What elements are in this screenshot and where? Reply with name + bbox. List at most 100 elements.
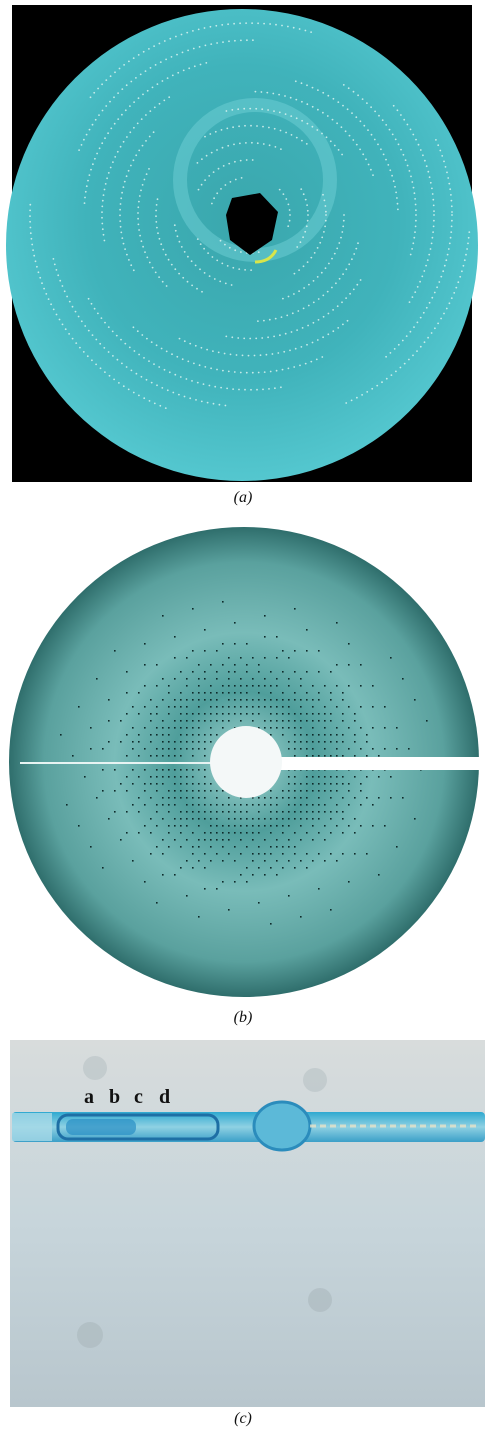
spot [383, 154, 385, 156]
spot [351, 258, 353, 260]
spot [237, 337, 239, 339]
spot [186, 895, 188, 897]
spot [246, 39, 248, 41]
spot [192, 804, 194, 806]
spot [425, 265, 427, 267]
spot [282, 720, 284, 722]
spot [249, 108, 251, 110]
spot [158, 276, 160, 278]
spot [298, 290, 300, 292]
spot [418, 144, 420, 146]
spot [266, 354, 268, 356]
spot [294, 741, 296, 743]
spot [413, 237, 415, 239]
spot [312, 790, 314, 792]
spot [330, 699, 332, 701]
spot [176, 54, 178, 56]
spot [168, 769, 170, 771]
spot [398, 344, 400, 346]
spot [252, 685, 254, 687]
spot [66, 296, 68, 298]
spot [306, 84, 308, 86]
spot [156, 811, 158, 813]
spot [270, 692, 272, 694]
spot [178, 273, 180, 275]
spot [138, 150, 140, 152]
spot [209, 275, 211, 277]
spot [234, 643, 236, 645]
spot [206, 349, 208, 351]
spot [294, 804, 296, 806]
spot [393, 105, 395, 107]
spot [354, 853, 356, 855]
spot [187, 50, 189, 52]
spot [321, 133, 323, 135]
spot [432, 199, 434, 201]
spot [219, 281, 221, 283]
spot [204, 867, 206, 869]
spot [290, 97, 292, 99]
spot [142, 184, 144, 186]
spot [306, 867, 308, 869]
spot [354, 797, 356, 799]
spot [89, 129, 91, 131]
spot [186, 783, 188, 785]
spot [168, 685, 170, 687]
spot [174, 755, 176, 757]
spot [221, 263, 223, 265]
spot [294, 818, 296, 820]
spot [234, 161, 236, 163]
spot [366, 797, 368, 799]
spot [408, 359, 410, 361]
spot [156, 384, 158, 386]
spot [248, 355, 250, 357]
spot [444, 265, 446, 267]
spot [306, 713, 308, 715]
spot [270, 818, 272, 820]
spot [231, 336, 233, 338]
spot [292, 312, 294, 314]
spot [96, 153, 98, 155]
spot [149, 136, 151, 138]
spot [288, 657, 290, 659]
spot [186, 699, 188, 701]
spot [324, 783, 326, 785]
spot [440, 276, 442, 278]
spot [133, 392, 135, 394]
spot [153, 131, 155, 133]
spot [150, 67, 152, 69]
spot [168, 755, 170, 757]
spot [411, 181, 413, 183]
spot [257, 320, 259, 322]
spot [427, 259, 429, 261]
spot [156, 706, 158, 708]
spot [159, 43, 161, 45]
spot [204, 692, 206, 694]
spot [438, 281, 440, 283]
spot [300, 818, 302, 820]
spot [228, 839, 230, 841]
spot [306, 741, 308, 743]
spot [222, 790, 224, 792]
spot [407, 124, 409, 126]
spot [306, 783, 308, 785]
spot [174, 224, 176, 226]
spot [448, 183, 450, 185]
spot [342, 811, 344, 813]
spot [174, 741, 176, 743]
spot [300, 713, 302, 715]
spot [370, 106, 372, 108]
spot [341, 154, 343, 156]
spot [267, 336, 269, 338]
spot [222, 664, 224, 666]
spot [288, 895, 290, 897]
spot [459, 276, 461, 278]
spot [156, 902, 158, 904]
spot [347, 320, 349, 322]
spot [415, 204, 417, 206]
spot [204, 650, 206, 652]
spot [228, 699, 230, 701]
spot [69, 301, 71, 303]
spot [288, 783, 290, 785]
spot [178, 394, 180, 396]
